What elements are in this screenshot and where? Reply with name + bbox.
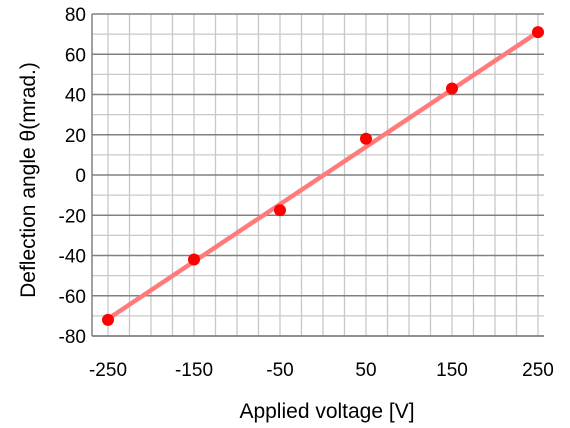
y-tick-label: 60 [65,45,86,66]
y-tick-label: -40 [59,247,86,268]
data-point [102,313,114,326]
x-tick-label: 250 [522,360,554,381]
y-tick-label: 0 [75,166,86,187]
y-tick-label: -20 [59,206,86,227]
y-tick-label: 80 [65,5,86,26]
x-tick-label: 150 [436,360,468,381]
y-tick-label: -80 [59,327,86,348]
x-tick-label: -150 [175,360,213,381]
data-point [360,132,372,145]
tick-labels: 80 60 40 20 0 -20 -40 -60 -80-250 -150 -50 50 150 250 [59,5,554,381]
grid [92,13,544,337]
y-axis-title: Deflection angle θ(mrad.) [17,62,40,298]
x-tick-label: -50 [266,360,293,381]
data-point [532,26,544,39]
fit-line [105,29,541,322]
y-tick-label: -60 [59,287,86,308]
x-tick-label: -250 [89,360,127,381]
data-point [188,253,200,266]
data-points [102,26,544,326]
y-tick-label: 20 [65,126,86,147]
y-tick-label: 40 [65,86,86,107]
x-axis-title: Applied voltage [V] [239,400,414,423]
data-point [274,204,286,217]
data-point [446,82,458,95]
x-tick-label: 50 [355,360,376,381]
fit-line-group [105,29,541,322]
axes [91,14,544,337]
